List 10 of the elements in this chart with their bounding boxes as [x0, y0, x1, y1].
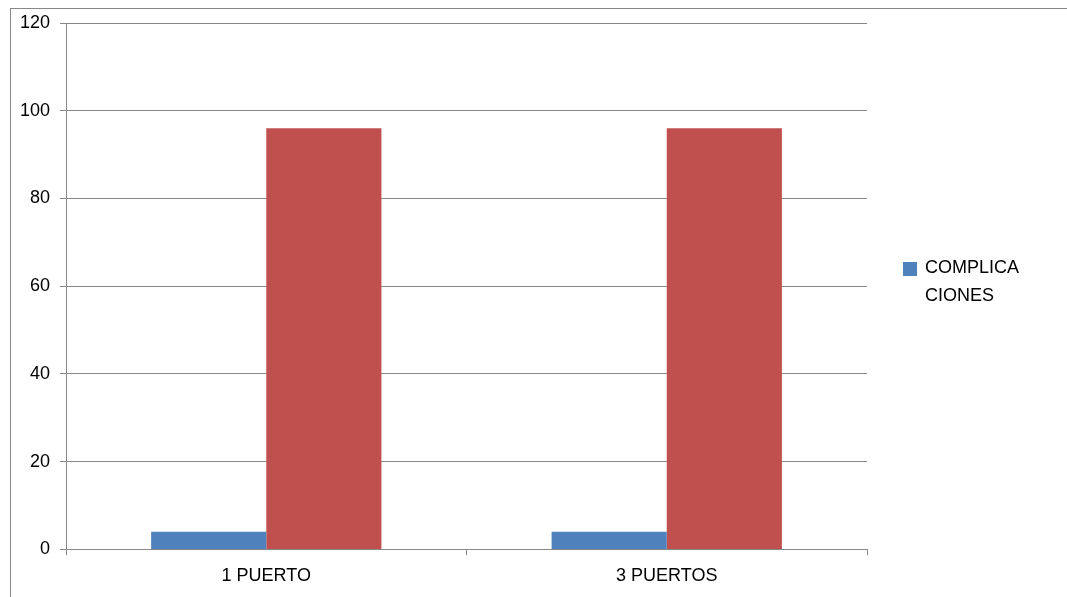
y-tick-label: 100	[19, 99, 51, 120]
y-tick-label: 40	[30, 362, 51, 383]
y-tick-label: 20	[30, 450, 51, 471]
x-tick-label: 3 PUERTOS	[616, 565, 718, 586]
y-tick-label: 80	[30, 187, 51, 208]
x-tick-label: 1 PUERTO	[221, 565, 311, 586]
legend-label: COMPLICACIONES	[925, 256, 1021, 307]
y-tick-label: 0	[40, 538, 51, 559]
y-tick-label: 120	[19, 11, 51, 32]
y-tick-label: 60	[30, 275, 51, 296]
